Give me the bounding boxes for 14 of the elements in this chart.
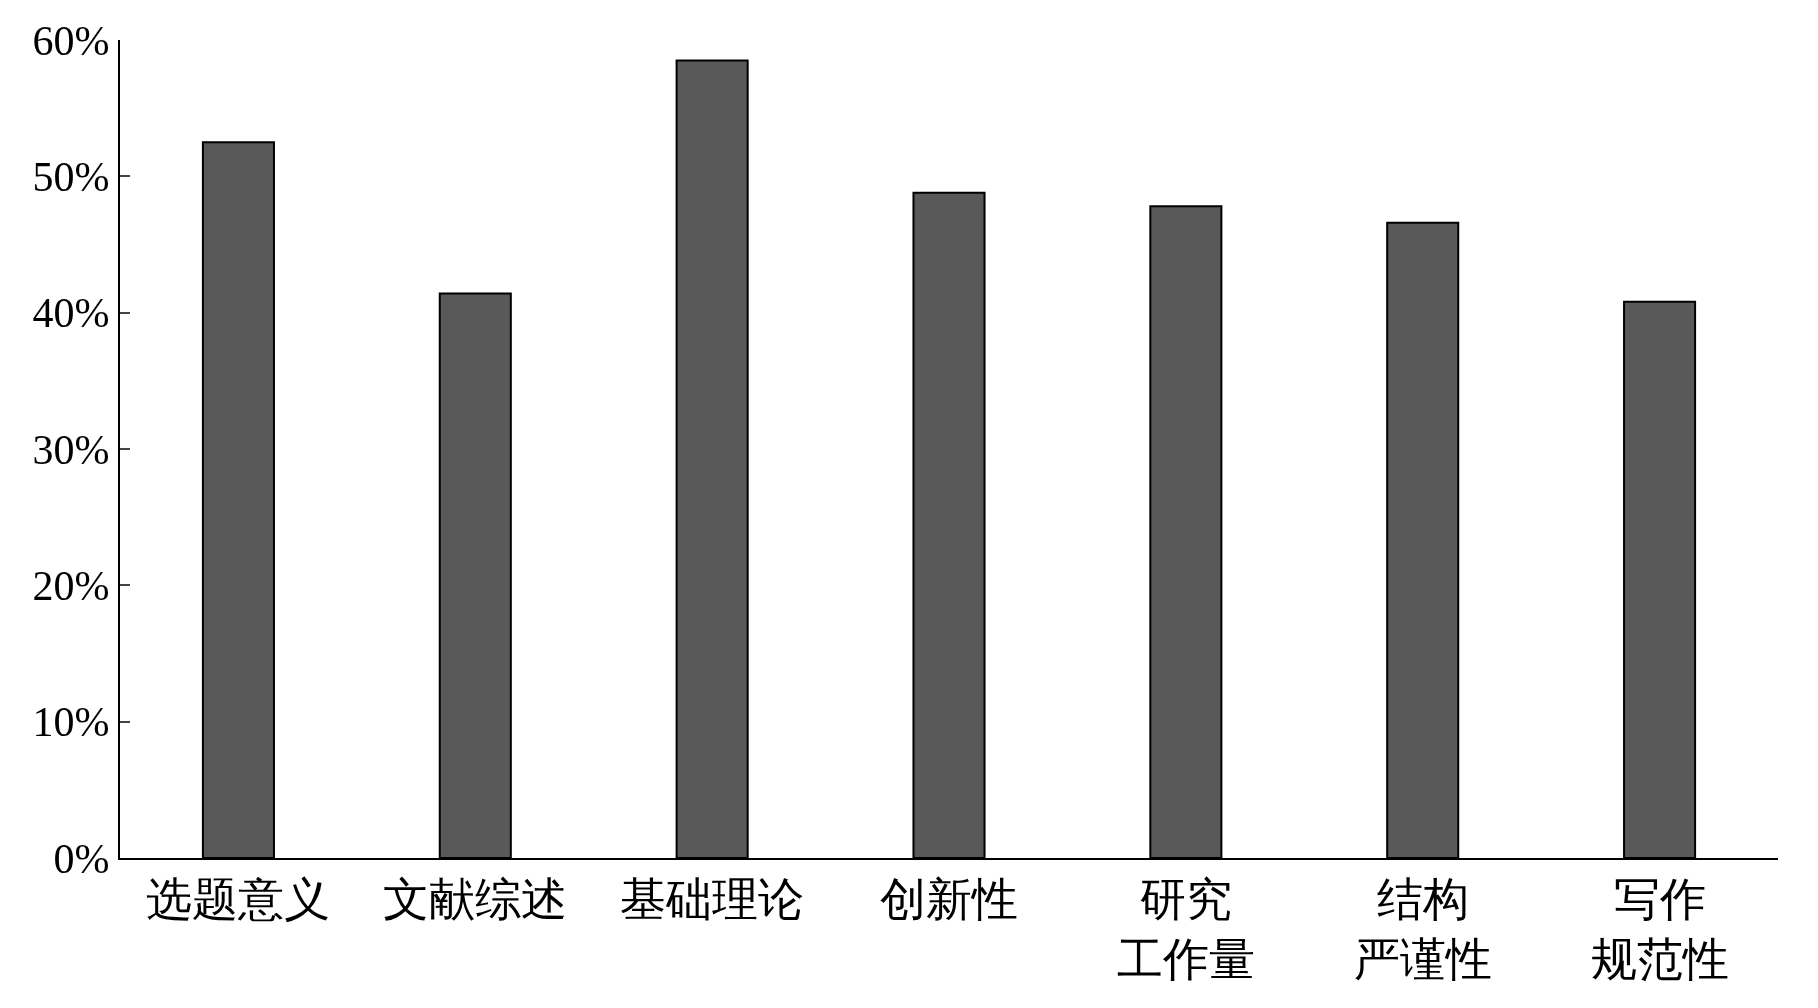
x-tick-label: 选题意义 bbox=[146, 872, 331, 927]
x-tick-label: 结构严谨性 bbox=[1353, 872, 1492, 986]
y-tick-label: 50% bbox=[32, 154, 110, 201]
x-tick-label: 基础理论 bbox=[620, 872, 805, 927]
x-tick-label: 文献综述 bbox=[383, 872, 568, 927]
y-tick-label: 40% bbox=[32, 290, 110, 337]
y-tick-label: 30% bbox=[32, 426, 110, 473]
x-tick-label: 创新性 bbox=[880, 872, 1018, 927]
y-tick-label: 20% bbox=[32, 563, 110, 610]
y-tick-label: 0% bbox=[53, 835, 110, 882]
y-tick-label: 60% bbox=[32, 17, 110, 64]
x-tick-label: 写作规范性 bbox=[1590, 872, 1729, 986]
x-tick-label: 研究工作量 bbox=[1116, 872, 1255, 986]
y-tick-label: 10% bbox=[32, 699, 110, 746]
